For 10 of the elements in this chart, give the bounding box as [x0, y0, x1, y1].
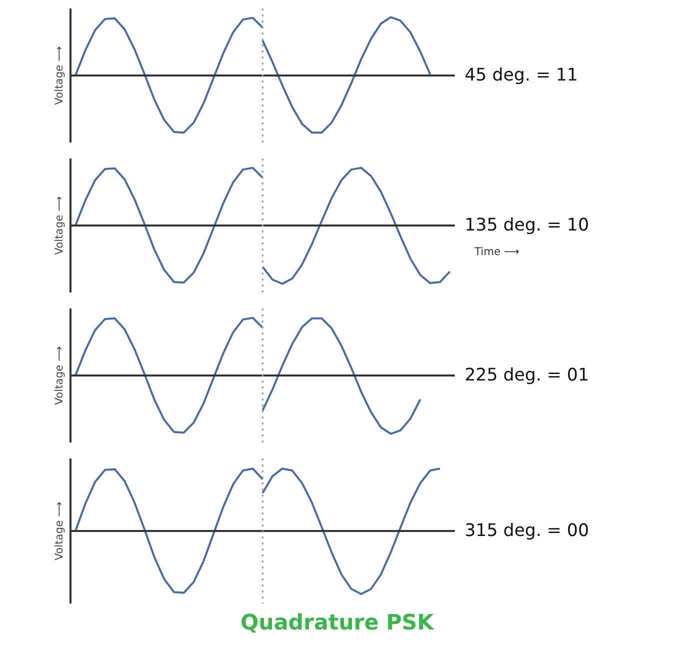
text: 315 deg. = 00 [464, 521, 589, 541]
y-axis-title: Voltage ⟶ [52, 502, 66, 560]
text: 225 deg. = 01 [464, 366, 589, 386]
y-axis-title: Voltage ⟶ [52, 346, 66, 405]
text: 135 deg. = 10 [464, 216, 589, 236]
y-axis-title: Voltage ⟶ [52, 46, 66, 105]
text: Quadrature PSK [240, 610, 436, 636]
text: 45 deg. = 11 [464, 66, 578, 86]
x-axis-title: Time ⟶ [474, 245, 520, 258]
y-axis-title: Voltage ⟶ [52, 196, 66, 255]
